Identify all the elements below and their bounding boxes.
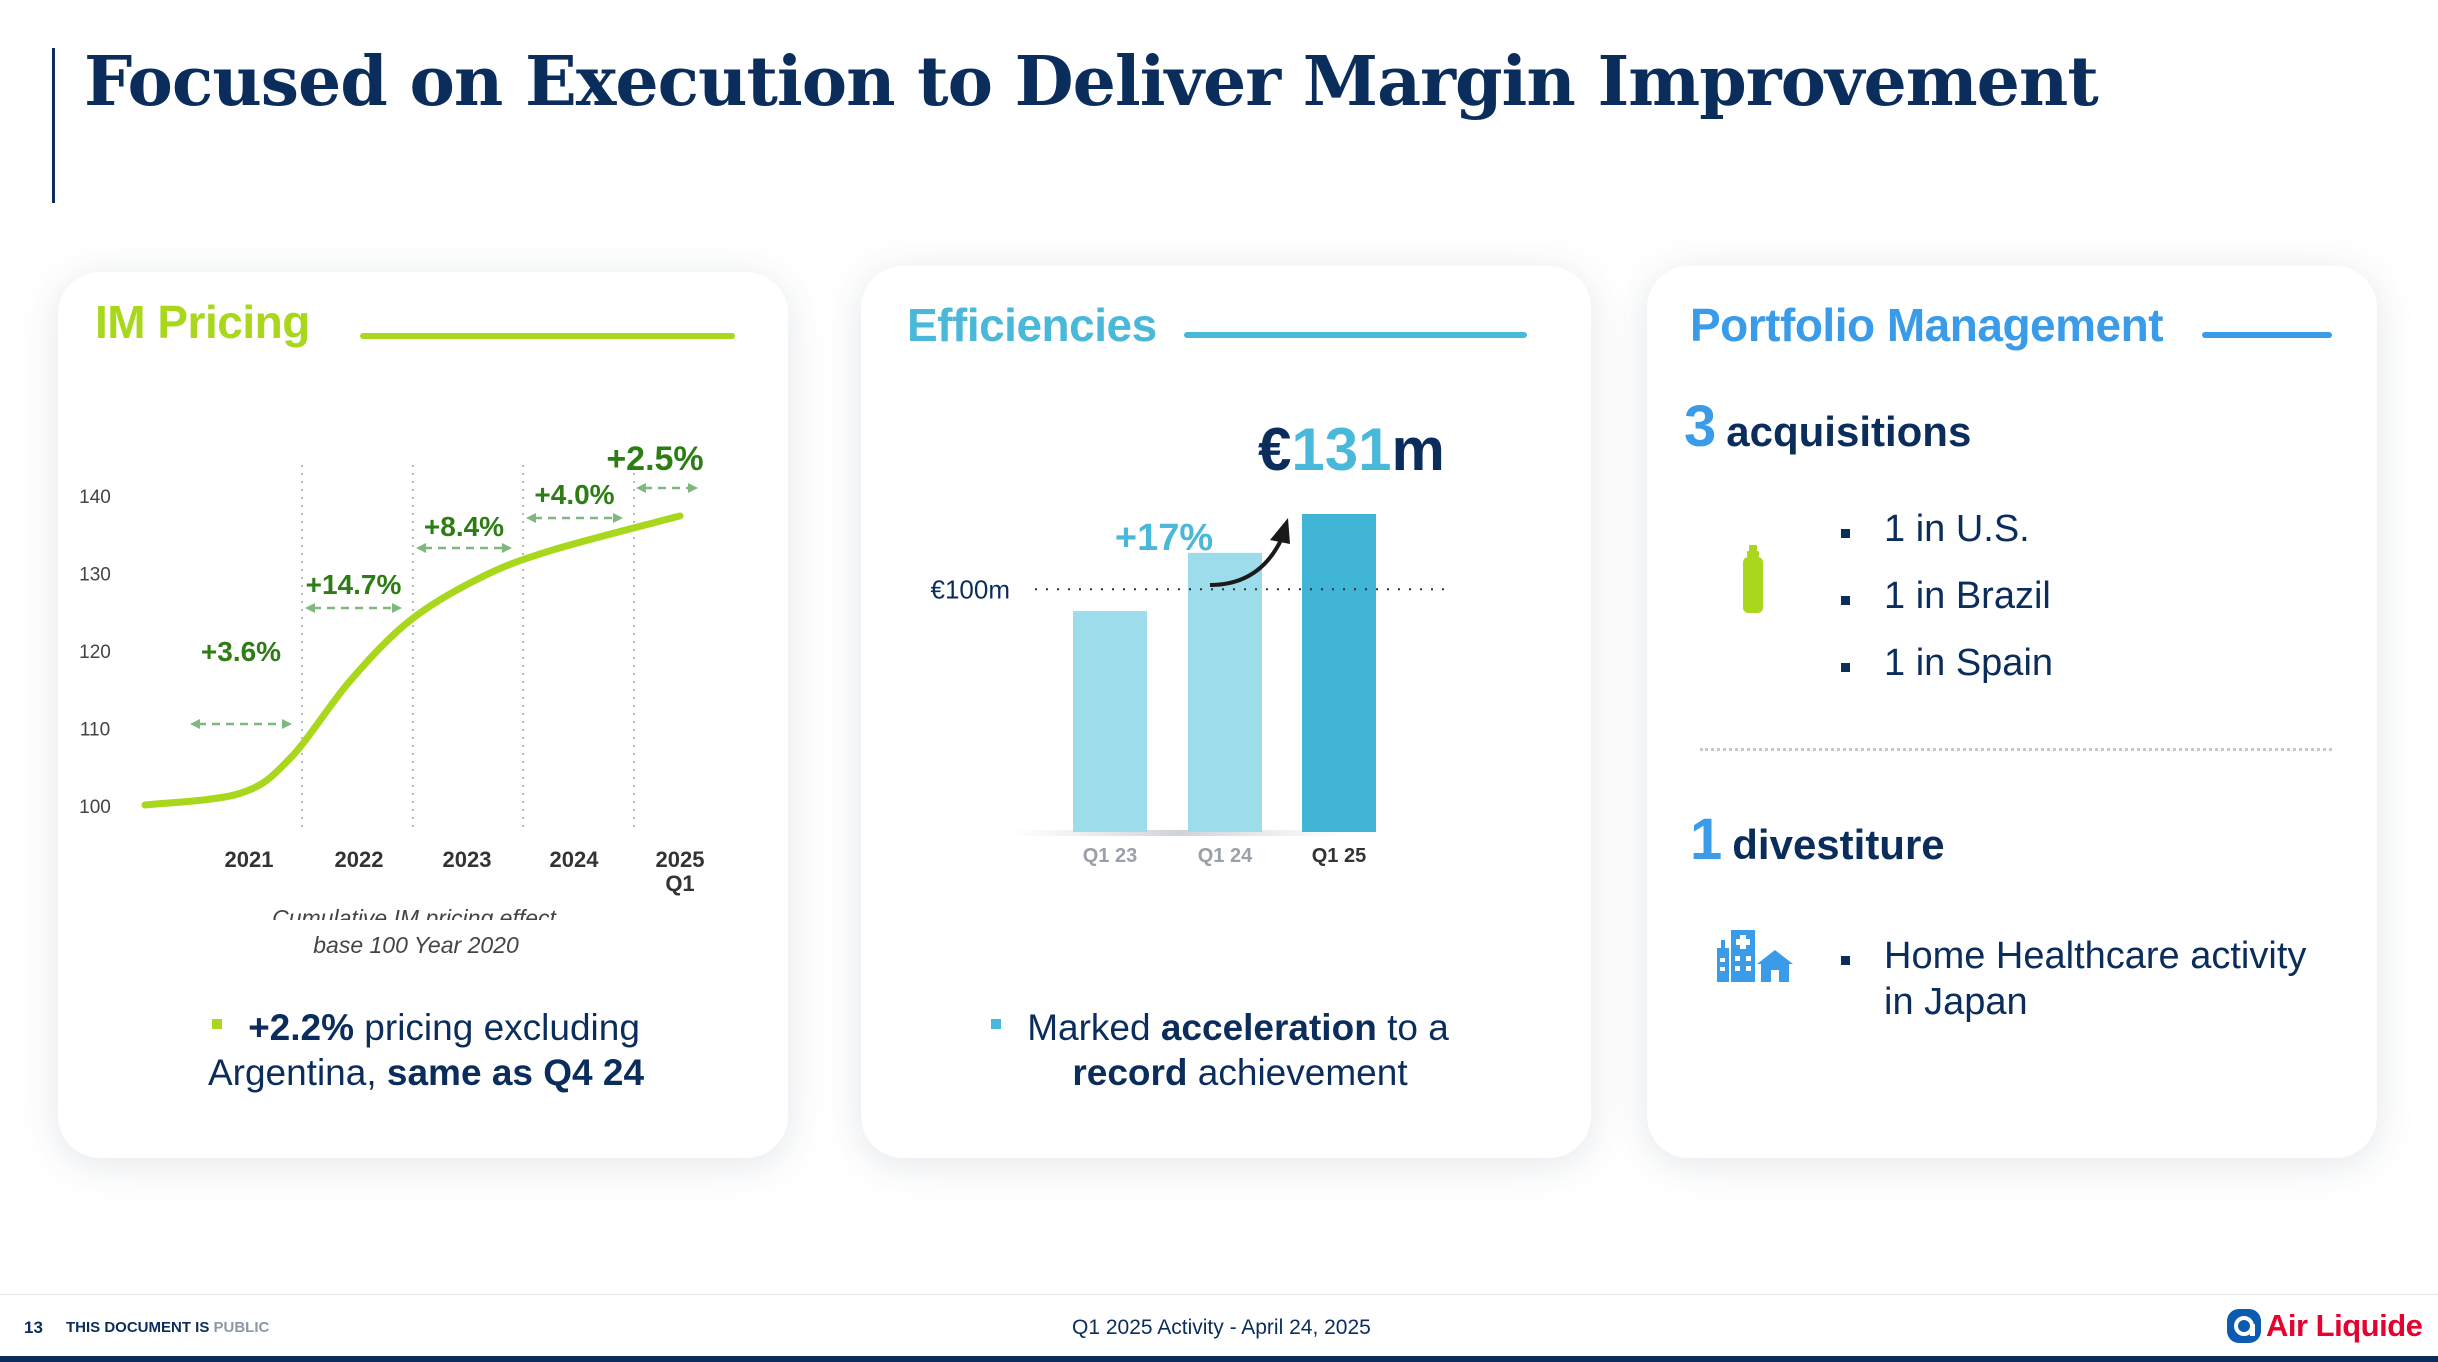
- x-tick-label: 2022: [335, 847, 384, 872]
- x-tick-label: 2024: [550, 847, 600, 872]
- efficiency-bar: [1073, 611, 1147, 832]
- bar-baseline-shadow: [1010, 830, 1350, 836]
- divestiture-item: Home Healthcare activity in Japan: [1841, 933, 2306, 1025]
- y-tick-label: 130: [80, 565, 111, 586]
- portfolio-rule: [2202, 332, 2332, 338]
- arrow-left-icon: [305, 603, 315, 613]
- bar-category-label: Q1 24: [1198, 845, 1253, 867]
- growth-arrow-head-icon: [1270, 518, 1290, 544]
- cyan-bullet-icon: [991, 1019, 1002, 1030]
- arrow-right-icon: [613, 513, 623, 523]
- page-number: 13: [24, 1318, 43, 1337]
- arrow-left-icon: [636, 483, 646, 493]
- air-liquide-logo: Air Liquide: [2226, 1306, 2423, 1346]
- arrow-left-icon: [526, 513, 536, 523]
- lime-bullet-icon: [212, 1019, 223, 1030]
- pricing-annotation: +8.4%: [424, 511, 504, 542]
- bar-category-label: Q1 25: [1312, 845, 1366, 867]
- gas-cylinder-icon: [1743, 545, 1763, 613]
- efficiencies-bullet-line-1: Marked acceleration to a: [960, 1005, 1480, 1050]
- efficiencies-title: Efficiencies: [907, 299, 1157, 351]
- efficiency-bar: [1188, 552, 1262, 832]
- chart-caption-line-1: Cumulative IM pricing effect: [272, 905, 557, 920]
- im-pricing-card: [58, 272, 788, 1158]
- pricing-annotation: +2.5%: [606, 440, 703, 478]
- chart-caption-line-2: base 100 Year 2020: [313, 932, 519, 958]
- footer-divider: [0, 1294, 2438, 1295]
- pricing-annotation: +4.0%: [534, 479, 614, 510]
- pricing-line: [141, 512, 684, 809]
- reference-label: €100m: [931, 574, 1011, 604]
- acquisitions-heading: 3 acquisitions: [1684, 394, 1972, 459]
- x-tick-label: 2025: [656, 847, 705, 872]
- pricing-bullet-line-1: +2.2% pricing excluding: [106, 1005, 746, 1050]
- arrow-right-icon: [392, 603, 402, 613]
- y-tick-label: 110: [80, 720, 110, 741]
- title-accent-bar: [52, 48, 55, 203]
- document-classification: THIS DOCUMENT IS PUBLIC: [66, 1319, 270, 1336]
- x-tick-label: 2021: [225, 847, 274, 872]
- im-pricing-chart: 100 110 120 130 140 +3.6% +14.7% +8.4% +4.0%+2.…: [80, 440, 705, 920]
- efficiencies-chart: €100m +17% Q1 23 Q1 24 Q1 25: [931, 514, 1450, 867]
- efficiencies-headline: €131m: [1258, 416, 1445, 483]
- pricing-bullet-line-2: Argentina, same as Q4 24: [207, 1052, 645, 1093]
- arrow-right-icon: [688, 483, 698, 493]
- growth-arrow-icon: [1209, 537, 1284, 587]
- arrow-left-icon: [416, 543, 426, 553]
- arrow-right-icon: [502, 543, 512, 553]
- pricing-annotation: +14.7%: [306, 569, 402, 600]
- acquisition-item: 1 in Spain: [1841, 634, 2053, 701]
- footer-event-date: Q1 2025 Activity - April 24, 2025: [1072, 1316, 1371, 1339]
- pricing-annotation: +3.6%: [201, 636, 281, 667]
- growth-label: +17%: [1115, 517, 1213, 559]
- x-tick-label: 2023: [443, 847, 492, 872]
- acquisition-item: 1 in U.S.: [1841, 500, 2053, 567]
- divestiture-heading: 1 divestiture: [1690, 807, 1945, 872]
- y-tick-label: 140: [80, 487, 111, 508]
- section-divider: [1700, 748, 2332, 751]
- im-pricing-rule: [360, 333, 735, 339]
- portfolio-title: Portfolio Management: [1690, 299, 2164, 351]
- acquisitions-list: 1 in U.S. 1 in Brazil 1 in Spain: [1841, 500, 2053, 701]
- hospital-home-icon: [1717, 930, 1793, 982]
- y-tick-label: 100: [80, 797, 111, 818]
- arrow-left-icon: [190, 719, 200, 729]
- arrow-right-icon: [282, 719, 292, 729]
- air-liquide-logo-icon: [2227, 1309, 2261, 1343]
- portfolio-card: [1647, 266, 2377, 1158]
- bar-category-label: Q1 23: [1083, 845, 1137, 867]
- efficiencies-bullet-line-2: record achievement: [1072, 1052, 1408, 1093]
- x-tick-label: Q1: [665, 871, 694, 896]
- footer-bar: [0, 1356, 2438, 1362]
- efficiency-bar: [1302, 514, 1376, 832]
- acquisition-item: 1 in Brazil: [1841, 567, 2053, 634]
- efficiencies-rule: [1184, 332, 1527, 338]
- y-tick-label: 120: [80, 642, 111, 663]
- im-pricing-title: IM Pricing: [95, 296, 310, 348]
- page-title: Focused on Execution to Deliver Margin I…: [84, 42, 2099, 122]
